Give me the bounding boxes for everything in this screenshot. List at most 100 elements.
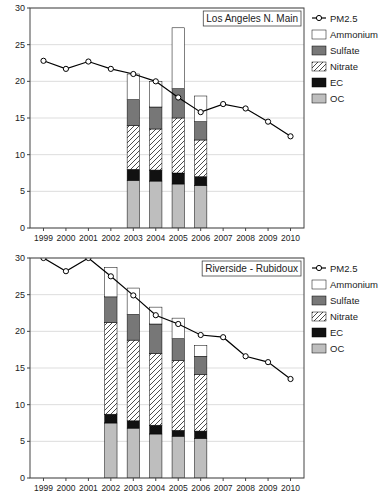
line-marker [63,66,68,71]
bar-segment [172,28,184,89]
legend-label: Ammonium [330,279,378,290]
legend-swatch [312,280,326,289]
line-marker [108,274,113,279]
legend-label: Nitrate [330,61,358,72]
legend-label: Ammonium [330,29,378,40]
x-tick-label: 2006 [191,483,210,493]
line-marker [131,71,136,76]
line-marker [243,106,248,111]
legend-label: OC [330,93,344,104]
legend: PM2.5AmmoniumSulfateNitrateECOC [312,263,378,354]
y-tick-label: 5 [20,436,25,446]
plot-bg [30,8,304,228]
line-marker [221,335,226,340]
bar-segment [127,421,139,428]
y-tick-label: 25 [15,290,25,300]
line-marker [265,119,270,124]
bar-segment [172,118,184,173]
title-frame [202,261,301,276]
y-tick-label: 10 [15,400,25,410]
bar-segment [172,339,184,361]
bar-segment [127,100,139,126]
x-tick-label: 2002 [101,483,120,493]
bar-segment [172,173,184,184]
title: Los Angeles N. Main [206,13,298,24]
legend-swatch [312,296,326,305]
y-tick-label: 0 [20,473,25,483]
x-tick-label: 2007 [214,233,233,243]
legend-swatch [312,78,326,87]
grid-line [30,404,304,405]
title-box: Los Angeles N. Main [203,11,301,26]
line-marker [63,269,68,274]
x-tick-label: 2004 [146,483,165,493]
grid-line [30,331,304,332]
bar-segment [195,375,207,431]
grid-line [30,368,304,369]
line-marker [108,66,113,71]
grid-line [30,44,304,45]
y-tick-label: 30 [15,3,25,13]
line-marker [288,376,293,381]
bar-segment [105,423,117,478]
x-tick-label: 2003 [124,483,143,493]
bar-segment [127,169,139,180]
y-tick-label: 10 [15,150,25,160]
y-tick-label: 15 [15,363,25,373]
legend-label: PM2.5 [330,263,357,274]
line-marker [176,95,181,100]
line-marker [131,293,136,298]
legend-label: Sulfate [330,45,360,56]
bar-segment [127,74,139,100]
bar-segment [150,81,162,107]
y-tick-label: 25 [15,40,25,50]
bar-segment [195,185,207,228]
bar-segment [127,340,139,421]
y-tick-label: 5 [20,186,25,196]
plot-marks [41,258,293,478]
legend-label: PM2.5 [330,13,357,24]
y-tick-label: 30 [15,253,25,263]
x-tick-label: 2010 [281,233,300,243]
x-tick-label: 2004 [146,233,165,243]
x-tick-label: 2005 [169,483,188,493]
bar-segment [127,125,139,169]
x-tick-label: 1999 [34,483,53,493]
bar-segment [195,177,207,186]
bar-segment [127,428,139,478]
bar-segment [172,430,184,436]
legend-swatch [312,328,326,337]
bar-segment [105,414,117,423]
bar-segment [172,361,184,431]
x-tick-label: 2006 [191,233,210,243]
line-marker [221,101,226,106]
x-tick-label: 2000 [56,233,75,243]
x-tick-label: 2009 [259,483,278,493]
y-tick-label: 20 [15,76,25,86]
bar-segment [105,297,117,323]
x-tick-label: 2003 [124,233,143,243]
chart-root: 0510152025301999200020012002200320042005… [0,0,384,500]
legend-label: OC [330,343,344,354]
grid-line [30,441,304,442]
line-marker [288,134,293,139]
legend-label: EC [330,77,343,88]
bar-segment [150,129,162,170]
bar-segment [150,425,162,434]
legend-label: EC [330,327,343,338]
bar-segment [105,323,117,415]
bar-segment [127,180,139,228]
legend-label: Nitrate [330,311,358,322]
plot-marks [41,28,293,228]
x-tick-label: 2008 [236,233,255,243]
bar-segment [195,431,207,438]
x-tick-label: 2007 [214,483,233,493]
bar-segment [195,140,207,177]
bar-segment [195,356,207,374]
legend-swatch [312,46,326,55]
bar-segment [150,353,162,425]
line-marker [86,59,91,64]
bar-segment [105,268,117,297]
bar-segment [150,170,162,181]
grid-line [30,154,304,155]
